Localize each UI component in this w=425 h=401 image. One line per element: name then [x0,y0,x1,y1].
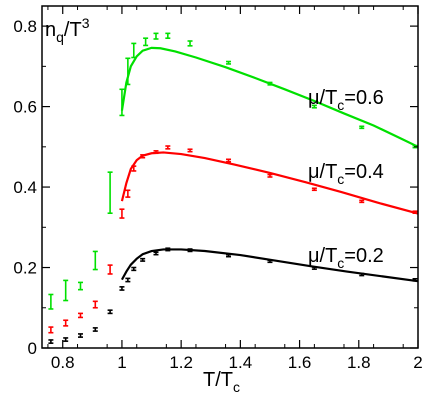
y-tick-label: 0.8 [13,17,37,36]
x-axis-label: T/Tc [203,369,240,395]
x-tick-label: 1 [117,353,126,372]
error-bar [140,257,146,262]
error-bar [119,286,125,291]
series-group [48,32,419,310]
y-tick-label: 0.4 [13,178,37,197]
y-axis-label-main: n [45,19,56,41]
error-bar [77,312,83,319]
x-tick-label: 1.6 [288,353,312,372]
y-axis-label-sup: 3 [82,15,90,31]
error-bar [143,37,149,47]
error-bar [359,199,365,204]
x-tick-label: 1.8 [347,353,371,372]
error-bar [359,272,365,277]
series-label-mu-0-4: μ/Tc=0.4 [308,161,384,187]
y-tick-label: 0.2 [13,259,37,278]
error-bar [48,339,54,344]
error-bar [165,32,171,39]
error-bar [107,264,113,275]
error-bar [412,277,418,282]
series-label-mu-0-2: μ/Tc=0.2 [308,245,384,271]
error-bar [48,326,54,334]
series-group [48,145,419,334]
error-bar [131,42,137,59]
error-bar [63,337,69,342]
error-bar [165,145,171,150]
error-bar [412,210,418,215]
error-bar [92,327,98,332]
error-bar [311,104,317,109]
error-bar [226,158,232,163]
error-bar [165,247,171,252]
error-bar [77,281,83,291]
error-bar [187,148,193,153]
plot-frame [41,5,419,349]
error-bar [77,333,83,338]
y-axis-label-rest: /T [64,19,82,41]
error-bar [226,253,232,258]
error-bar [107,309,113,315]
series-label-mu-0-6: μ/Tc=0.6 [308,87,384,113]
x-tick-label: 2 [413,353,422,372]
series-curve [120,248,419,283]
error-bar [187,40,193,47]
series-curve [120,46,419,148]
error-bar [92,250,98,271]
y-axis-label-sub: q [56,29,64,45]
error-bar [107,171,113,215]
y-axis-label: nq/T3 [45,15,90,45]
y-tick-label: 0 [28,339,37,358]
error-bar [63,319,69,327]
error-bar [140,154,146,159]
error-bar [48,293,54,310]
error-bar [267,173,273,178]
y-tick-label: 0.6 [13,98,37,117]
error-bar [311,266,317,270]
error-bar [119,208,125,219]
error-bar [125,277,131,283]
error-bar [153,32,159,40]
error-bar [187,248,193,253]
error-bar [153,251,159,256]
series-group [48,247,419,344]
error-bar [63,279,69,302]
x-tick-label: 1.4 [229,353,253,372]
error-bar [311,187,317,192]
error-bar [131,165,137,172]
plot-area [48,32,419,344]
x-tick-label: 1.2 [169,353,193,372]
x-axis-label-sub: c [233,379,240,395]
error-bar [125,189,131,198]
error-bar [226,60,232,65]
error-bar [92,300,98,309]
error-bar [267,81,273,86]
error-bar [267,259,273,264]
error-bar [131,266,137,272]
x-axis-label-main: T/T [203,369,233,391]
error-bar [119,88,125,117]
error-bar [153,150,159,155]
error-bar [359,125,365,130]
error-bar [125,57,131,86]
x-tick-label: 0.8 [51,353,75,372]
axis-ticks: 0.8 1 1.2 1.4 1.6 1.8 2 0 0.2 0.4 0.6 0.8 [13,6,423,372]
